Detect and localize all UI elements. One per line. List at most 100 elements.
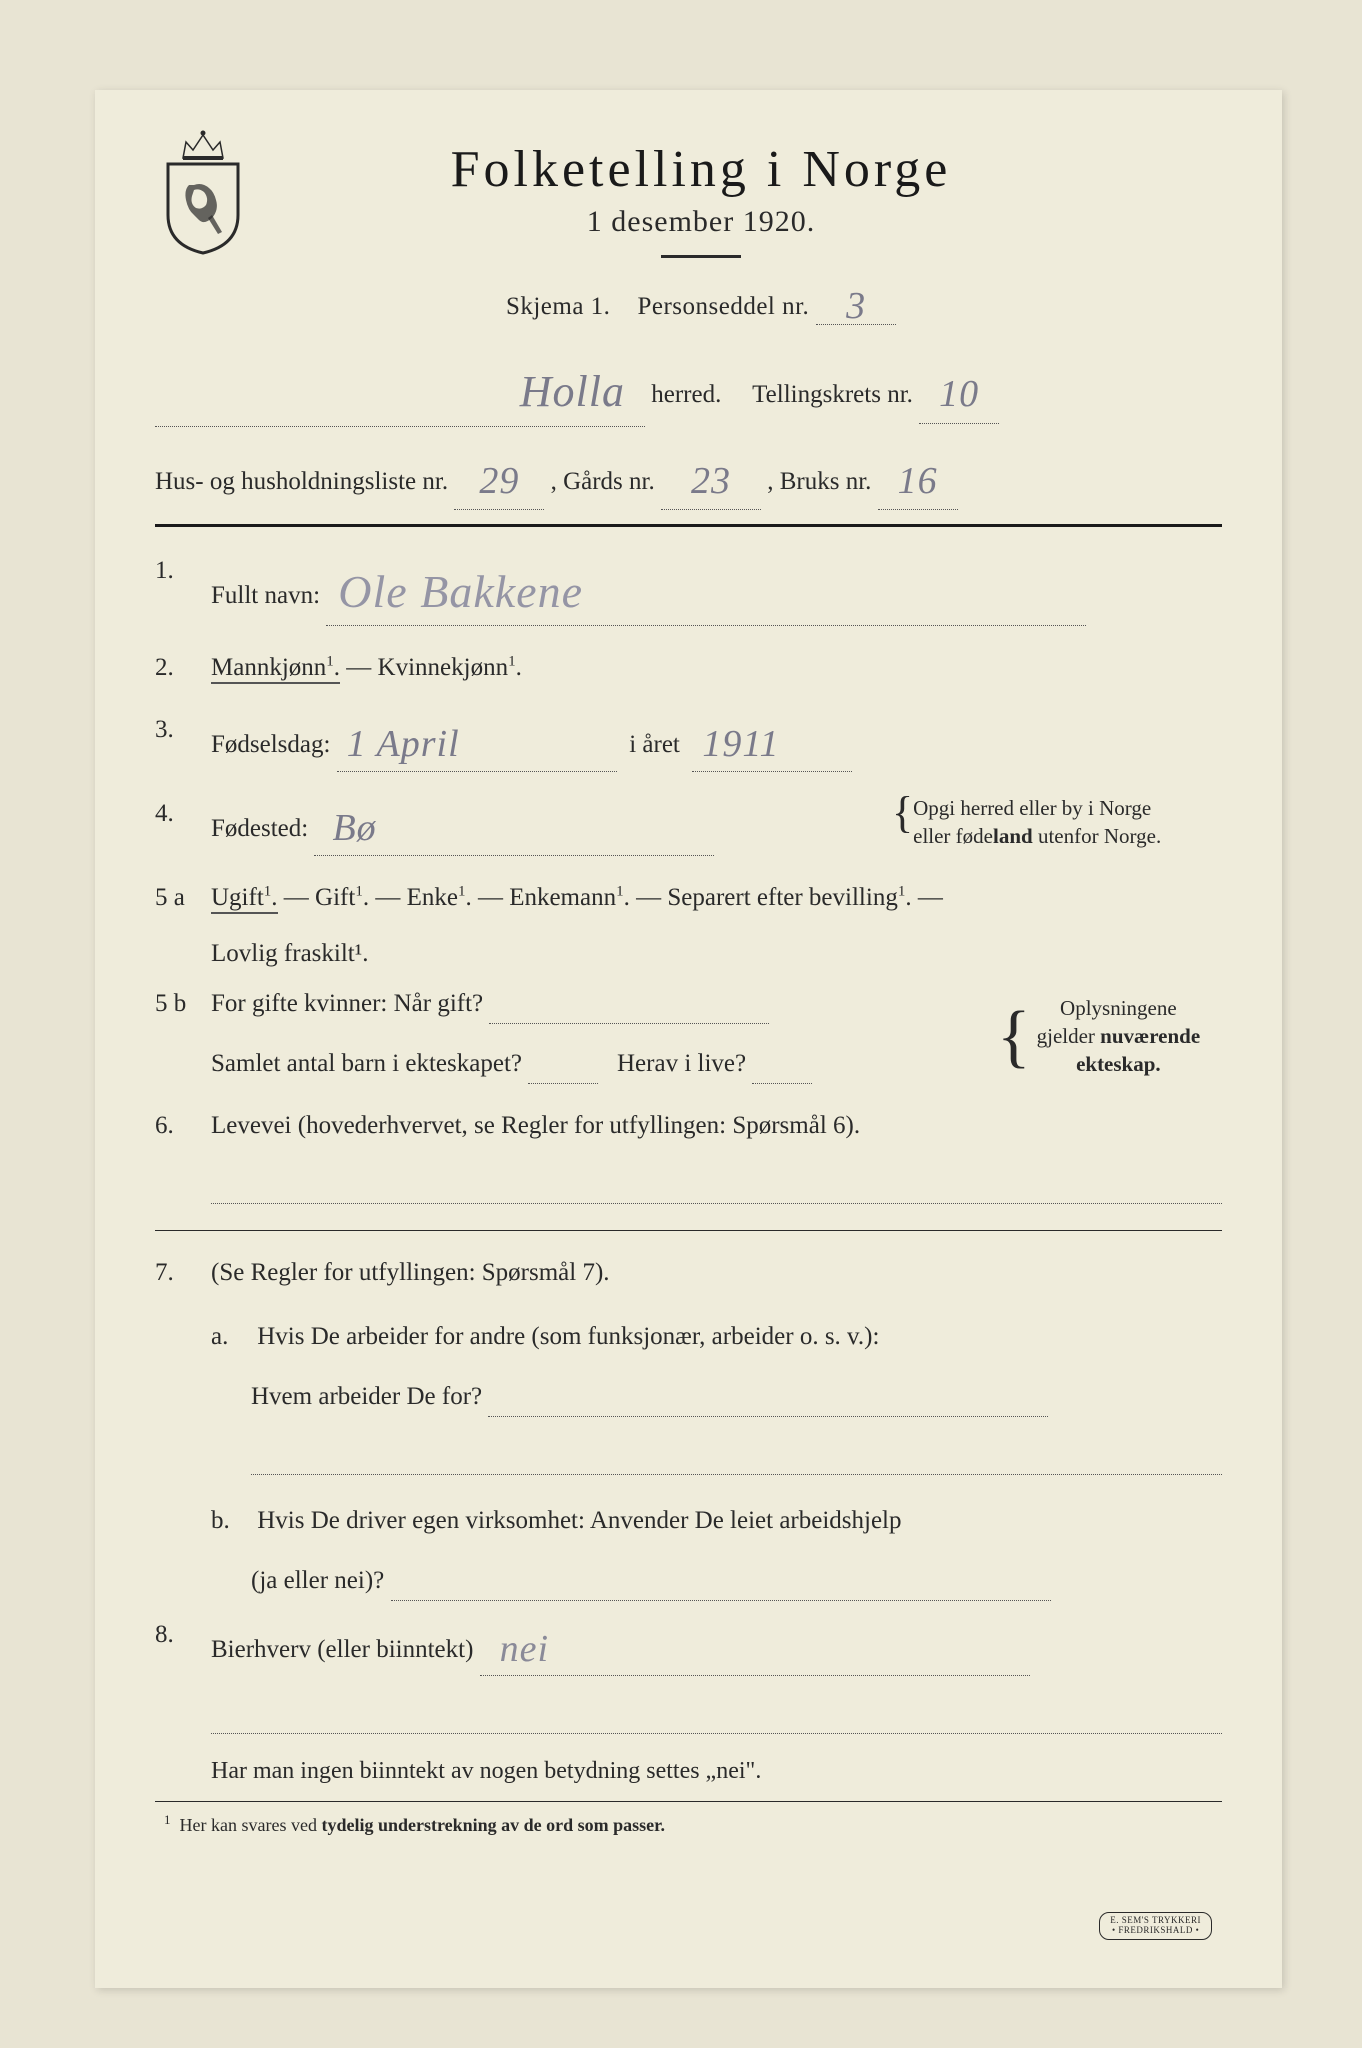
q8-row: 8. Bierhverv (eller biinntekt) nei Har m… <box>155 1615 1222 1791</box>
q2-row: 2. Mannkjønn1. — Kvinnekjønn1. <box>155 648 1222 688</box>
gards-field: 23 <box>661 445 761 511</box>
q1-field: Ole Bakkene <box>326 551 1086 626</box>
q7a-field2 <box>251 1447 1222 1475</box>
header-rule <box>155 524 1222 527</box>
q7b-label2: (ja eller nei)? <box>251 1567 384 1594</box>
q8-field: nei <box>480 1615 1030 1677</box>
coat-of-arms-icon <box>155 130 250 260</box>
q7a: a. Hvis De arbeider for andre (som funks… <box>211 1317 1222 1475</box>
tellingskrets-field: 10 <box>919 358 999 424</box>
tellingskrets-value: 10 <box>939 373 979 415</box>
q8-note: Har man ingen biinntekt av nogen betydni… <box>211 1752 1222 1790</box>
q4-note-l2: eller fødeland utenfor Norge. <box>913 822 1161 850</box>
q6-row: 6. Levevei (hovederhvervet, se Regler fo… <box>155 1106 1222 1204</box>
q3-year-label: i året <box>629 731 680 758</box>
q8-field2 <box>211 1706 1222 1734</box>
q5b-num: 5 b <box>155 984 211 1084</box>
schema-line: Skjema 1. Personseddel nr. 3 <box>270 280 1132 325</box>
gards-value: 23 <box>691 460 731 502</box>
q5b-field1 <box>489 1023 769 1024</box>
q5b-note: { Oplysningene gjelder nuværende ekteska… <box>997 984 1222 1079</box>
q2-opt2: Kvinnekjønn1. <box>378 654 522 681</box>
q8-value: nei <box>500 1628 549 1670</box>
herred-line: Holla herred. Tellingskrets nr. 10 <box>155 351 1222 427</box>
q3-day-field: 1 April <box>337 710 617 772</box>
bruks-label: , Bruks nr. <box>767 468 871 495</box>
q7-label: (Se Regler for utfyllingen: Spørsmål 7). <box>211 1259 610 1286</box>
q2-num: 2. <box>155 648 211 688</box>
q7a-field <box>488 1416 1048 1417</box>
printer-mark: E. SEM'S TRYKKERI • FREDRIKSHALD • <box>1099 1912 1212 1940</box>
q7b: b. Hvis De driver egen virksomhet: Anven… <box>211 1501 1222 1601</box>
q5a-num: 5 a <box>155 878 211 974</box>
q7b-letter: b. <box>211 1501 251 1541</box>
q5a-line2: Lovlig fraskilt¹. <box>211 934 1222 974</box>
q5b-field2 <box>528 1083 598 1084</box>
footnote: 1 Her kan svares ved tydelig understrekn… <box>155 1812 1222 1836</box>
q4-note: { Opgi herred eller by i Norge eller fød… <box>892 794 1222 851</box>
q3-num: 3. <box>155 710 211 772</box>
q3-year-field: 1911 <box>692 710 852 772</box>
q4-row: 4. Fødested: Bø { Opgi herred eller by i… <box>155 794 1222 856</box>
printer-l2: • FREDRIKSHALD • <box>1110 1926 1201 1936</box>
herred-label: herred. <box>651 381 721 408</box>
q1-body: Fullt navn: Ole Bakkene <box>211 551 1222 626</box>
q8-num: 8. <box>155 1615 211 1791</box>
husliste-line: Hus- og husholdningsliste nr. 29 , Gårds… <box>155 445 1222 511</box>
q8-body: Bierhverv (eller biinntekt) nei Har man … <box>211 1615 1222 1791</box>
header: Folketelling i Norge 1 desember 1920. Sk… <box>155 140 1222 325</box>
q7b-label: Hvis De driver egen virksomhet: Anvender… <box>257 1507 901 1534</box>
q2-sep: — <box>346 654 377 681</box>
husliste-value: 29 <box>479 460 519 502</box>
q4-body: Fødested: Bø { Opgi herred eller by i No… <box>211 794 1222 856</box>
personseddel-nr-value: 3 <box>846 285 866 327</box>
q3-row: 3. Fødselsdag: 1 April i året 1911 <box>155 710 1222 772</box>
q6-body: Levevei (hovederhvervet, se Regler for u… <box>211 1106 1222 1204</box>
q2-body: Mannkjønn1. — Kvinnekjønn1. <box>211 648 1222 688</box>
q5b-body: For gifte kvinner: Når gift? Samlet anta… <box>211 984 1222 1084</box>
bruks-field: 16 <box>878 445 958 511</box>
q7b-field <box>391 1600 1051 1601</box>
q4-label: Fødested: <box>211 815 308 842</box>
q1-value: Ole Bakkene <box>338 566 583 617</box>
q4-field: Bø <box>314 794 714 856</box>
title-rule <box>661 255 741 258</box>
husliste-label: Hus- og husholdningsliste nr. <box>155 468 448 495</box>
document-page: Folketelling i Norge 1 desember 1920. Sk… <box>95 90 1282 1988</box>
q3-label: Fødselsdag: <box>211 731 330 758</box>
personseddel-label: Personseddel nr. <box>637 293 809 320</box>
q4-value: Bø <box>332 807 376 849</box>
q6-field1 <box>211 1176 1222 1204</box>
gards-label: , Gårds nr. <box>551 468 655 495</box>
title-block: Folketelling i Norge 1 desember 1920. Sk… <box>270 140 1222 325</box>
q5b-label3: Herav i live? <box>617 1050 746 1077</box>
q5a-row: 5 a Ugift1. — Gift1. — Enke1. — Enkemann… <box>155 878 1222 974</box>
q7-body: (Se Regler for utfyllingen: Spørsmål 7).… <box>211 1253 1222 1601</box>
schema-label: Skjema 1. <box>506 293 611 320</box>
q7a-label: Hvis De arbeider for andre (som funksjon… <box>257 1323 879 1350</box>
footnote-rule <box>155 1801 1222 1802</box>
q5b-label1: For gifte kvinner: Når gift? <box>211 990 483 1017</box>
q5a-ugift: Ugift1. <box>211 884 278 914</box>
q3-day-value: 1 April <box>347 723 460 765</box>
q5a-body: Ugift1. — Gift1. — Enke1. — Enkemann1. —… <box>211 878 1222 974</box>
main-title: Folketelling i Norge <box>270 140 1132 199</box>
bruks-value: 16 <box>898 460 938 502</box>
q6-label: Levevei (hovederhvervet, se Regler for u… <box>211 1112 860 1139</box>
q7a-letter: a. <box>211 1317 251 1357</box>
q5b-row: 5 b For gifte kvinner: Når gift? Samlet … <box>155 984 1222 1084</box>
q5b-field3 <box>752 1083 812 1084</box>
q1-label: Fullt navn: <box>211 582 320 609</box>
q3-body: Fødselsdag: 1 April i året 1911 <box>211 710 1222 772</box>
q5b-note-l1: Oplysningene <box>1037 994 1201 1022</box>
q7a-label2: Hvem arbeider De for? <box>251 1383 482 1410</box>
husliste-field: 29 <box>454 445 544 511</box>
herred-value: Holla <box>520 367 625 416</box>
q3-year-value: 1911 <box>702 723 779 765</box>
personseddel-nr-field: 3 <box>816 280 896 325</box>
q5b-label2: Samlet antal barn i ekteskapet? <box>211 1050 522 1077</box>
herred-field: Holla <box>155 351 645 427</box>
q2-opt1: Mannkjønn1. <box>211 654 340 684</box>
subtitle: 1 desember 1920. <box>270 205 1132 239</box>
q1-num: 1. <box>155 551 211 626</box>
